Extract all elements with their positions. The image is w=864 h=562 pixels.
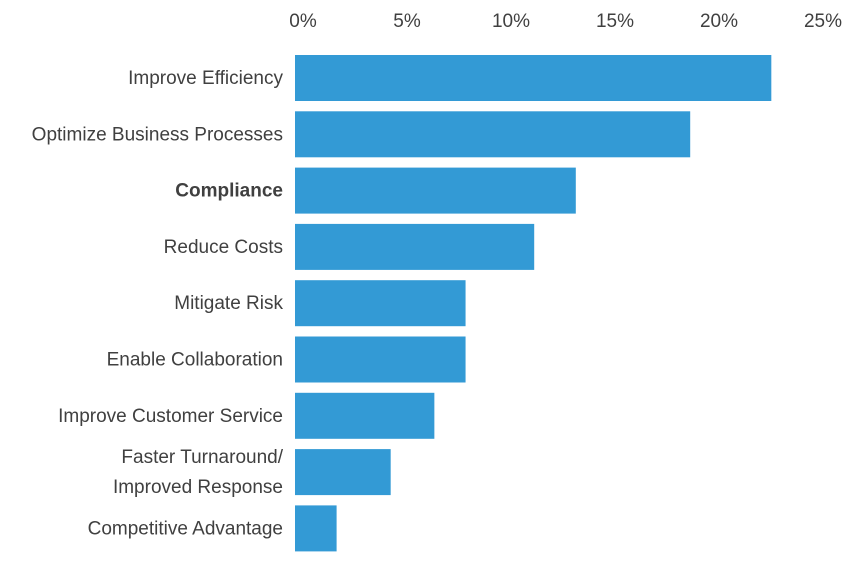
x-tick-label: 10% [492, 11, 530, 32]
bar [295, 280, 466, 327]
bar [295, 392, 435, 439]
category-label: Optimize Business Processes [32, 124, 283, 145]
bar [295, 167, 576, 214]
x-tick-label: 25% [804, 11, 842, 32]
bars [295, 55, 772, 552]
category-label: Competitive Advantage [88, 518, 283, 539]
bar [295, 223, 535, 270]
bar [295, 111, 691, 158]
x-axis-tick-labels: 0% 5% 10% 15% 20% 25% [289, 11, 842, 32]
bar [295, 336, 466, 383]
category-label: Improve Customer Service [58, 406, 283, 427]
category-label: Faster Turnaround/ [121, 447, 283, 468]
category-label: Enable Collaboration [107, 350, 283, 371]
x-tick-label: 15% [596, 11, 634, 32]
x-tick-label: 20% [700, 11, 738, 32]
bar [295, 449, 391, 496]
category-label: Mitigate Risk [174, 293, 283, 314]
x-tick-label: 5% [393, 11, 421, 32]
category-label: Reduce Costs [164, 237, 283, 258]
x-tick-label: 0% [289, 11, 317, 32]
bar [295, 55, 772, 101]
bar [295, 505, 337, 552]
category-labels: Improve Efficiency Optimize Business Proc… [32, 68, 284, 539]
category-label: Compliance [175, 181, 283, 202]
category-label: Improved Response [113, 477, 283, 498]
category-label: Improve Efficiency [128, 68, 283, 89]
